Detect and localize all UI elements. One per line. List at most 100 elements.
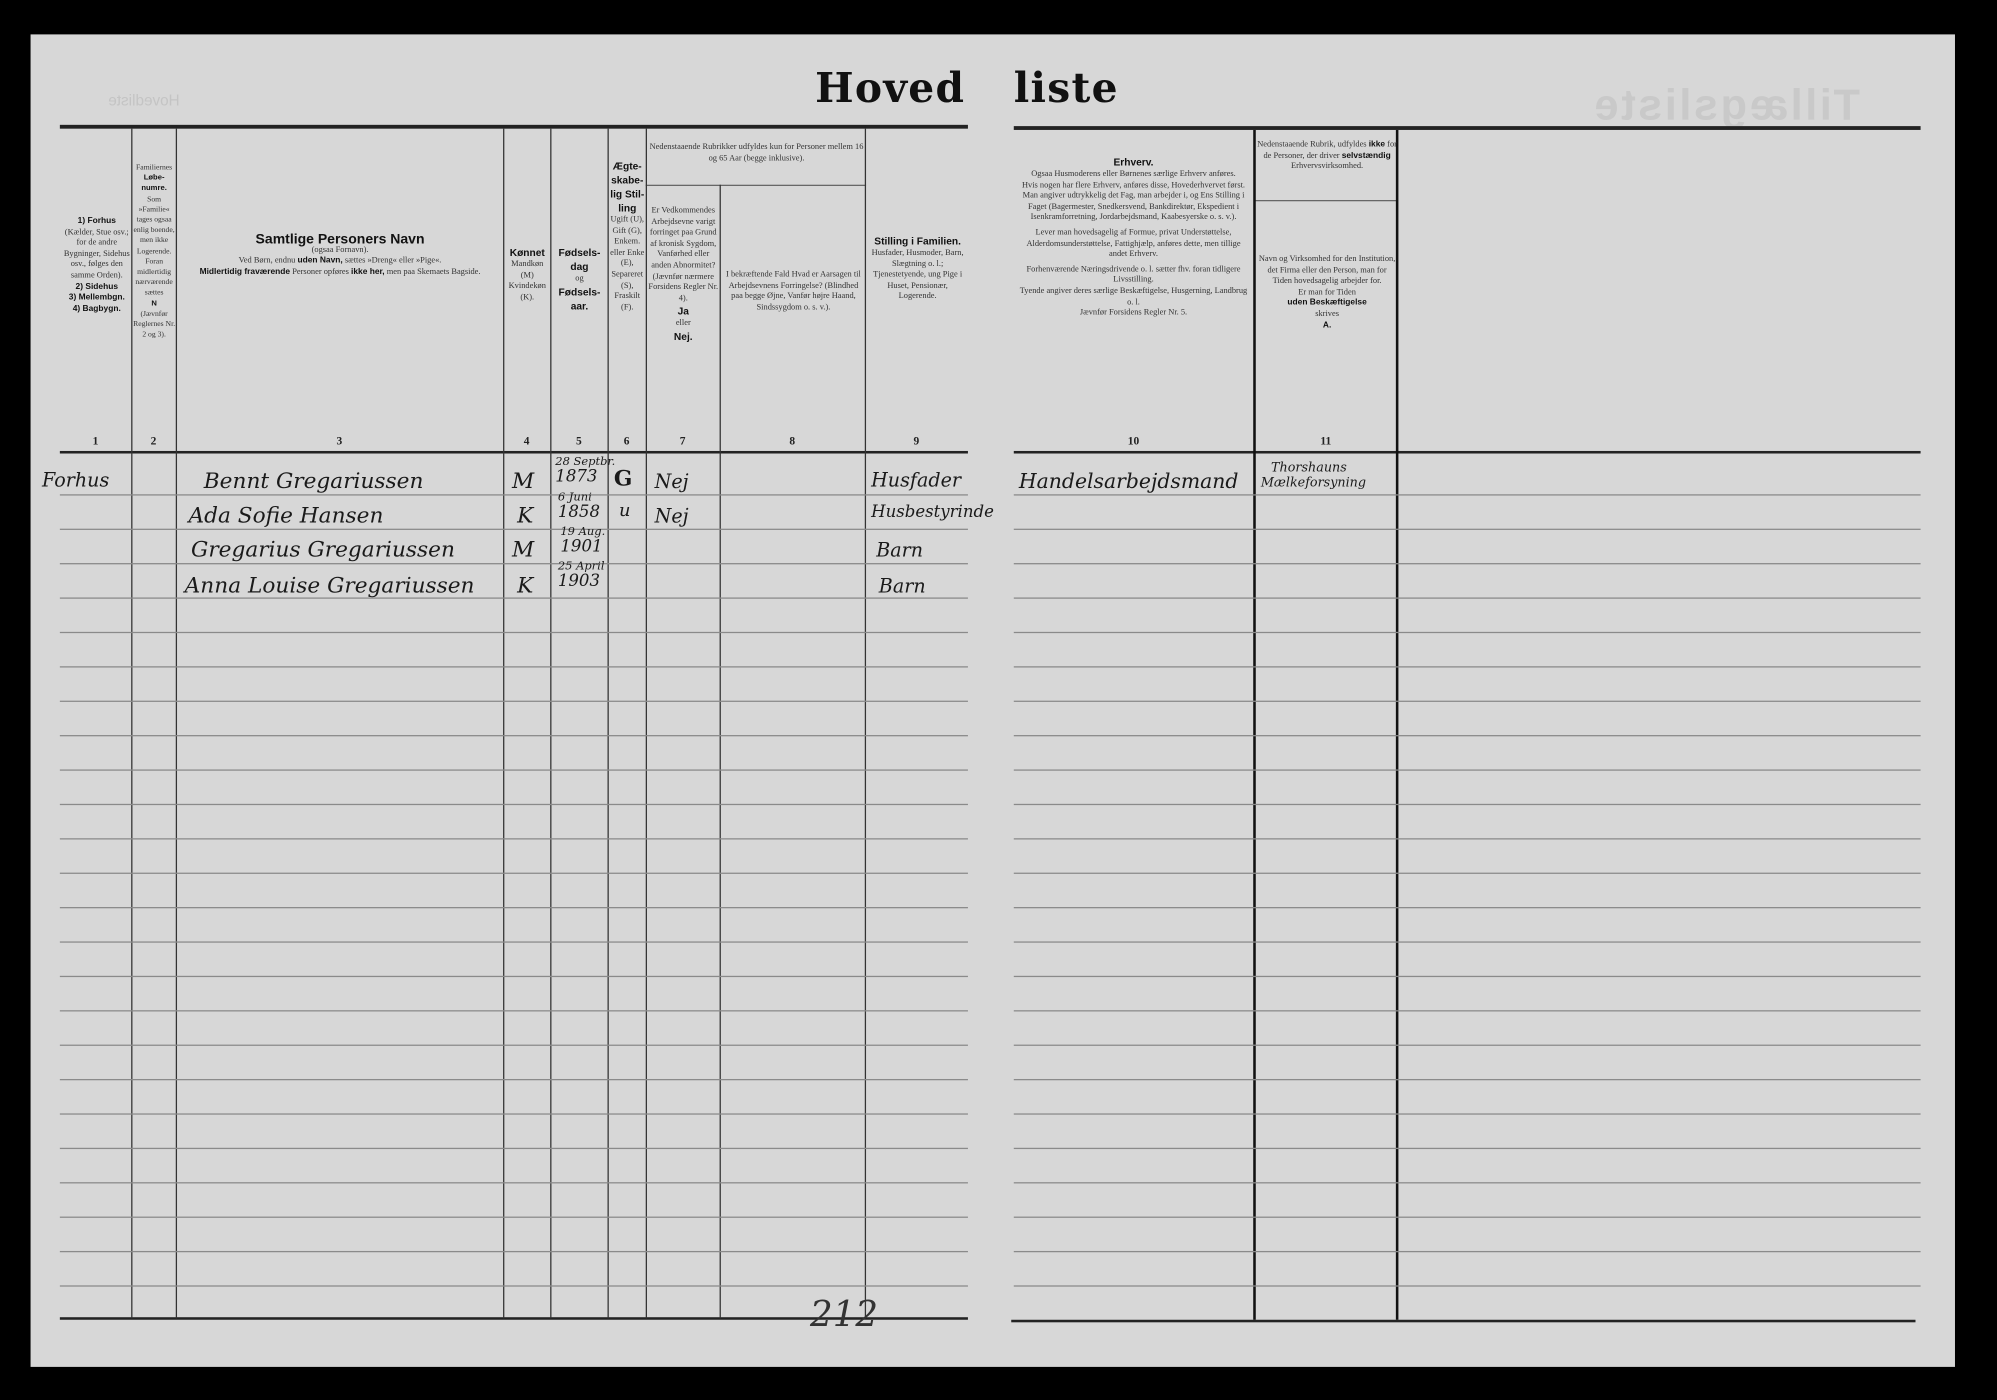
column-number: 8 <box>789 434 796 448</box>
entry-birthdate: 25 April 1903 <box>557 560 605 592</box>
column-header-8: I bekræftende Fald Hvad er Aarsagen til … <box>726 270 861 312</box>
header-rule-right <box>1013 450 1921 454</box>
column-divider <box>550 128 552 1319</box>
bleed-through-title: Tillægsliste <box>1592 81 1861 130</box>
ruled-line <box>1013 803 1921 806</box>
column-number: 6 <box>623 434 630 448</box>
entry-family-role: Barn <box>876 538 924 562</box>
entry-occupation: Handelsarbejdsmand <box>1018 468 1239 493</box>
ruled-line <box>1013 494 1921 496</box>
column-number: 11 <box>1320 434 1332 448</box>
ruled-line <box>1013 1182 1921 1184</box>
group-header-11: Nedenstaaende Rubrik, udfyldes ikke for … <box>1257 140 1397 171</box>
column-divider <box>719 184 721 1319</box>
ruled-line <box>1013 1044 1921 1046</box>
entry-name: Gregarius Gregariussen <box>191 537 455 564</box>
ruled-line <box>59 803 968 806</box>
ruled-line <box>1013 1147 1921 1150</box>
ruled-line <box>1013 1216 1921 1218</box>
column-divider <box>607 128 609 1319</box>
column-header-10: Erhverv. Ogsaa Husmoderens eller Børnene… <box>1019 156 1248 318</box>
group-header-7-8: Nedenstaaende Rubrikker udfyldes kun for… <box>649 142 864 163</box>
ruled-line <box>1013 666 1921 668</box>
ruled-line <box>59 666 968 668</box>
entry-disability: Nej <box>654 504 689 528</box>
entry-sex: K <box>517 503 534 529</box>
bottom-rule-right <box>1011 1319 1916 1323</box>
ruled-line <box>1013 838 1921 840</box>
ruled-line <box>59 700 968 702</box>
column-header-3: Samtlige Personers Navn (ogsaa Fornavn).… <box>199 231 481 277</box>
ruled-line <box>59 838 968 840</box>
column-header-2: Familiernes Løbe-numre. Som »Familie« ta… <box>133 164 176 340</box>
ruled-line <box>1013 597 1921 599</box>
entry-sex: M <box>511 537 535 564</box>
column-number: 5 <box>575 434 582 448</box>
ruled-line <box>59 528 968 530</box>
ruled-line <box>1013 769 1921 771</box>
ruled-line <box>59 975 968 978</box>
entry-disability: Nej <box>654 470 689 493</box>
ruled-line <box>59 1250 968 1253</box>
column-number: 1 <box>92 434 99 448</box>
ruled-line <box>1013 631 1921 634</box>
ruled-line <box>59 907 968 909</box>
ruled-line <box>59 1285 968 1287</box>
column-header-6: Ægte-skabe-lig Stil-ling Ugift (U), Gift… <box>610 160 645 312</box>
ruled-line <box>59 494 968 496</box>
column-divider <box>864 128 867 1319</box>
ruled-line <box>59 1078 968 1081</box>
entry-family-role: Barn <box>878 574 926 598</box>
entry-family-role: Husfader <box>871 468 962 492</box>
entry-marital: u <box>618 500 631 522</box>
column-header-7: Er Vedkommendes Arbejdsevne varigt forri… <box>648 206 719 343</box>
entry-employer: Thorshauns Mælkeforsyning <box>1260 461 1367 491</box>
title-left: Hoved <box>815 63 966 113</box>
ruled-line <box>59 563 968 565</box>
entry-birthdate: 6 Juni 1858 <box>557 491 600 523</box>
column-number: 4 <box>523 434 530 448</box>
ruled-line <box>59 769 968 771</box>
entry-sex: M <box>511 468 535 495</box>
ruled-line <box>59 872 968 874</box>
subheader-rule-7-8 <box>645 184 867 186</box>
ruled-line <box>1013 735 1921 737</box>
ruled-line <box>59 1010 968 1012</box>
ruled-line <box>59 597 968 599</box>
top-rule-left <box>59 124 968 129</box>
ruled-line <box>1013 700 1921 702</box>
page-number: 212 <box>810 1293 879 1336</box>
ruled-line <box>1013 528 1921 530</box>
entry-marital: G <box>613 466 633 492</box>
ruled-line <box>1013 1113 1921 1115</box>
column-divider <box>175 128 178 1319</box>
ruled-line <box>59 1044 968 1046</box>
top-rule-right <box>1013 126 1921 130</box>
ruled-line <box>1013 563 1921 565</box>
ruled-line <box>59 1113 968 1115</box>
column-header-1: 1) Forhus (Kælder, Stue osv.; for de and… <box>63 216 130 314</box>
column-divider <box>503 128 505 1319</box>
column-number: 3 <box>336 434 343 448</box>
bottom-rule-left <box>59 1317 968 1320</box>
entry-name: Ada Sofie Hansen <box>188 503 384 529</box>
ruled-line <box>1013 872 1921 874</box>
subheader-rule-11 <box>1254 200 1398 202</box>
entry-name: Bennt Gregariussen <box>203 468 424 495</box>
entry-name: Anna Louise Gregariussen <box>184 573 475 599</box>
entry-family-role: Husbestyrinde <box>871 503 994 523</box>
ruled-line <box>1013 1078 1921 1081</box>
ruled-line <box>59 1216 968 1218</box>
column-divider <box>1395 129 1399 1320</box>
column-header-4: Kønnet Mandkøn (M) Kvindekøn (K). <box>508 247 546 302</box>
entry-sex: K <box>517 573 534 599</box>
column-divider <box>645 128 647 1319</box>
ruled-line <box>59 1147 968 1150</box>
ruled-line <box>1013 1010 1921 1012</box>
column-number: 10 <box>1127 434 1140 448</box>
entry-birthdate: 28 Septbr. 1873 <box>555 456 616 487</box>
entry-birthdate: 19 Aug. 1901 <box>560 526 606 557</box>
column-header-11: Navn og Virksomhed for den Institution, … <box>1258 254 1396 330</box>
column-number: 7 <box>679 434 686 448</box>
